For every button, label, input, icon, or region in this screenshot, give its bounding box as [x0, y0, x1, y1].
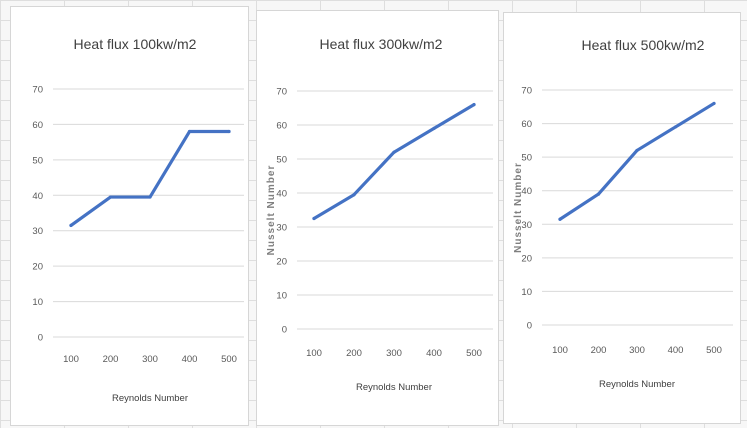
data-point: [673, 125, 678, 129]
chart-svg-300: 0 10 20 30 40 50 60 70 100 200 300 400 500 Heat flux …: [266, 36, 493, 393]
data-point: [108, 195, 113, 199]
y-tick-label: 70: [32, 85, 43, 96]
x-tick-label: 100: [63, 354, 79, 365]
x-axis-label: Reynolds Number: [599, 379, 675, 390]
x-tick-label: 200: [591, 345, 607, 356]
y-tick-label: 30: [521, 220, 532, 231]
x-tick-label: 500: [466, 348, 482, 359]
chart-title: Heat flux 300kw/m2: [320, 36, 443, 52]
chart-title: Heat flux 500kw/m2: [582, 37, 705, 53]
chart-svg-500: 0 10 20 30 40 50 60 70 100 200 300 400 500 Heat flux …: [513, 37, 733, 390]
y-tick-label: 20: [32, 262, 43, 273]
data-point: [558, 217, 562, 221]
y-tick-label: 40: [32, 191, 43, 202]
y-tick-label: 0: [527, 321, 532, 332]
y-tick-label: 30: [32, 226, 43, 237]
y-tick-label: 0: [38, 333, 43, 344]
x-tick-label: 100: [306, 348, 322, 359]
data-point: [392, 150, 396, 154]
x-tick-label: 400: [182, 354, 198, 365]
y-tick-label: 40: [276, 189, 287, 200]
y-tick-label: 50: [276, 155, 287, 166]
y-tick-label: 60: [521, 119, 532, 130]
y-tick-label: 0: [282, 325, 287, 336]
chart-panel-300[interactable]: 0 10 20 30 40 50 60 70 100 200 300 400 500 Heat flux …: [256, 10, 499, 426]
y-tick-label: 70: [276, 87, 287, 98]
y-tick-label: 10: [32, 297, 43, 308]
x-tick-label: 400: [668, 345, 684, 356]
x-tick-label: 200: [103, 354, 119, 365]
data-point: [187, 129, 192, 134]
chart-svg-100: 0 10 20 30 40 50 60 70 100 200 300 400 500 Heat flux …: [32, 36, 244, 404]
x-tick-label: 300: [386, 348, 402, 359]
data-point: [712, 101, 716, 106]
series-line: [558, 101, 716, 221]
x-tick-label: 500: [706, 345, 722, 356]
data-point: [472, 103, 476, 107]
y-tick-label: 60: [32, 120, 43, 131]
y-tick-label: 20: [521, 253, 532, 264]
chart-panel-500[interactable]: 0 10 20 30 40 50 60 70 100 200 300 400 500 Heat flux …: [503, 12, 741, 424]
y-tick-label: 10: [521, 287, 532, 298]
y-tick-label: 40: [521, 186, 532, 197]
x-tick-label: 300: [142, 354, 158, 365]
data-point: [312, 216, 316, 221]
y-axis-label: Nusselt Number: [513, 162, 524, 253]
y-tick-label: 50: [32, 155, 43, 166]
x-tick-label: 400: [426, 348, 442, 359]
x-tick-label: 100: [552, 345, 568, 356]
data-point: [432, 126, 436, 130]
data-point: [227, 129, 231, 134]
x-tick-label: 200: [346, 348, 362, 359]
series-line: [312, 102, 476, 221]
data-point: [69, 223, 73, 227]
data-point: [148, 195, 152, 199]
y-tick-label: 30: [276, 223, 287, 234]
x-tick-label: 300: [629, 345, 645, 356]
series-line: [69, 129, 231, 227]
data-point: [596, 192, 601, 196]
y-tick-label: 70: [521, 86, 532, 97]
y-tick-label: 50: [521, 153, 532, 164]
x-tick-label: 500: [221, 354, 237, 365]
y-tick-label: 10: [276, 291, 287, 302]
data-point: [635, 148, 639, 153]
y-tick-label: 60: [276, 121, 287, 132]
y-tick-label: 20: [276, 257, 287, 268]
chart-panel-100[interactable]: 0 10 20 30 40 50 60 70 100 200 300 400 500 Heat flux …: [10, 6, 249, 426]
chart-title: Heat flux 100kw/m2: [74, 36, 197, 52]
x-axis-label: Reynolds Number: [112, 393, 188, 404]
data-point: [352, 193, 356, 197]
x-axis-label: Reynolds Number: [356, 382, 432, 393]
y-axis-label: Nusselt Number: [266, 165, 277, 256]
